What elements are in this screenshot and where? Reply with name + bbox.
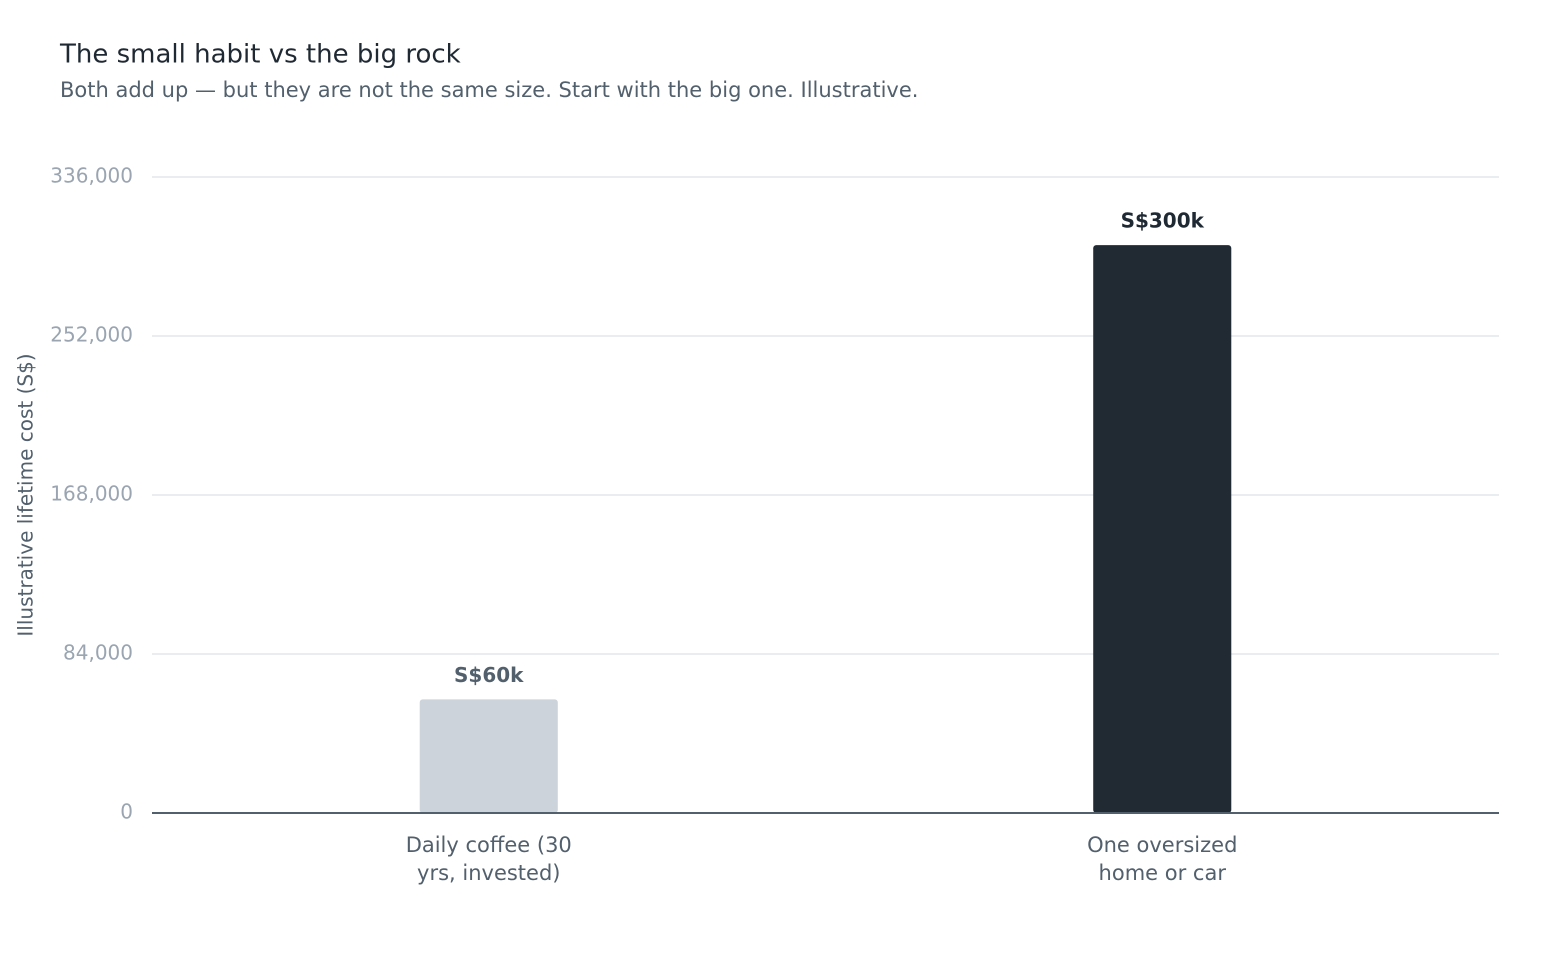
value-label: S$60k (454, 663, 524, 687)
chart-subtitle: Both add up — but they are not the same … (60, 78, 918, 102)
y-tick-label: 0 (120, 800, 133, 824)
bar (1093, 245, 1232, 814)
x-tick-label: Daily coffee (30 yrs, invested) (405, 833, 572, 885)
value-label: S$300k (1121, 209, 1205, 233)
y-tick-label: 336,000 (50, 164, 133, 188)
y-tick-label: 252,000 (50, 323, 133, 347)
chart-title: The small habit vs the big rock (59, 40, 461, 70)
y-tick-label: 84,000 (63, 641, 133, 665)
y-axis-label: Illustrative lifetime cost (S$) (14, 353, 38, 636)
x-tick-label: One oversized home or car (1087, 833, 1238, 885)
y-tick-label: 168,000 (50, 482, 133, 506)
bar (419, 699, 558, 813)
